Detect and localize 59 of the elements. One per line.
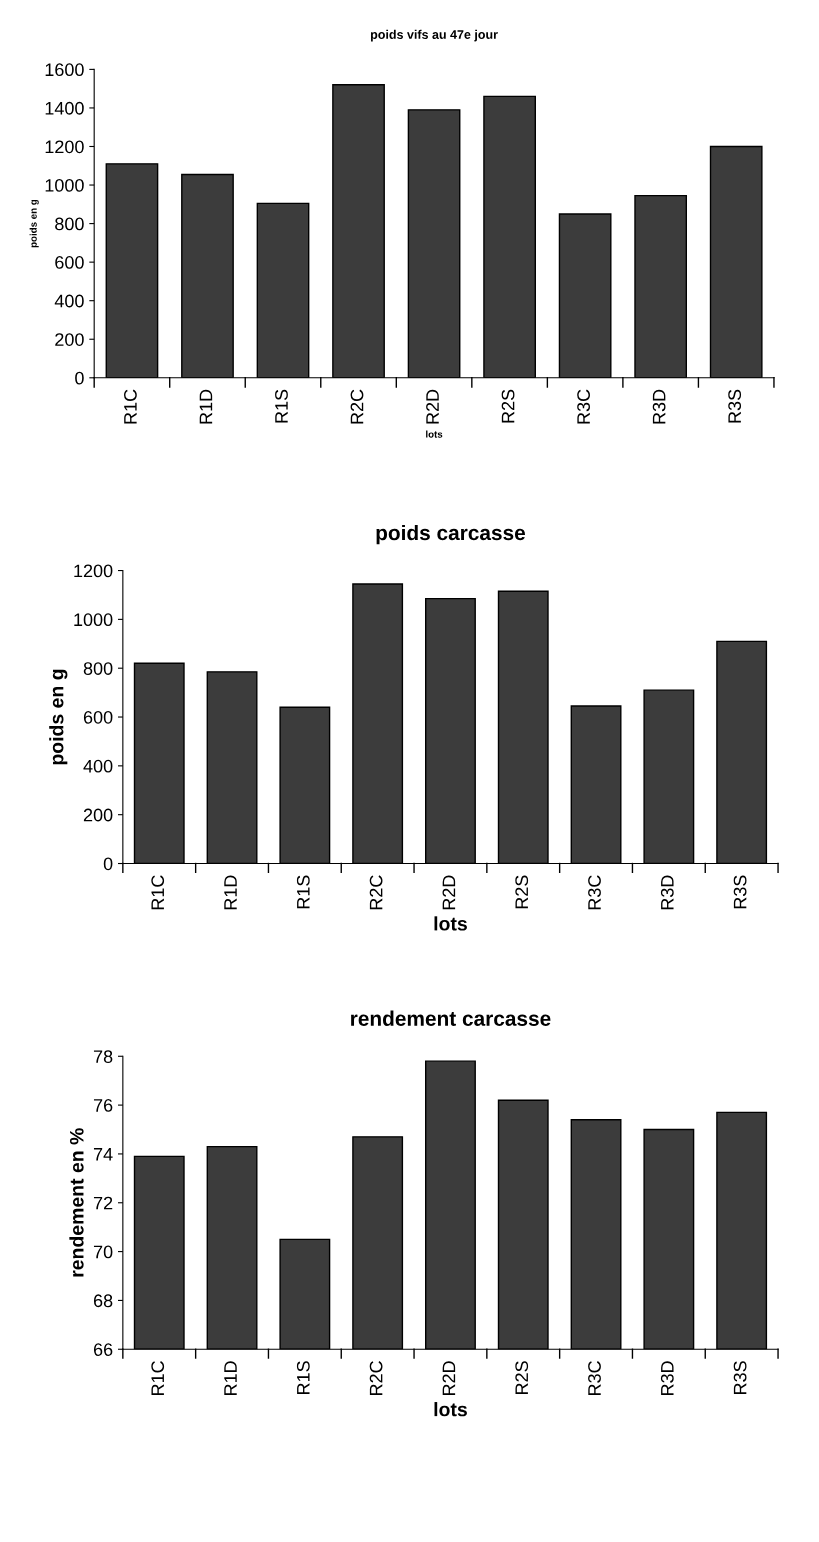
y-tick-label: 68 <box>93 1294 113 1308</box>
chart-title: poids vifs au 47e jour <box>370 29 498 42</box>
y-tick-label: 400 <box>83 759 113 773</box>
y-tick-label: 1000 <box>45 178 84 192</box>
chart-title: rendement carcasse <box>351 1010 551 1026</box>
chart-title: poids carcasse <box>376 524 526 545</box>
y-tick-label: 0 <box>75 371 84 385</box>
x-tick-label: R2C <box>369 1361 383 1395</box>
x-axis-title: lots <box>434 1402 467 1417</box>
y-tick-label: 1400 <box>45 101 84 115</box>
x-tick-label: R3S <box>733 875 747 909</box>
y-axis-title: rendement en % <box>69 1128 84 1277</box>
y-axis-title: poids en g <box>49 669 68 765</box>
x-tick-label: R1C <box>151 875 165 910</box>
y-tick-label: 72 <box>93 1196 113 1210</box>
x-axis-title: lots <box>434 916 467 931</box>
y-axis-title: poids en g <box>29 199 39 248</box>
y-tick-label: 1200 <box>74 564 113 578</box>
x-tick-label: R1C <box>151 1361 165 1395</box>
y-tick-label: 1000 <box>74 613 113 627</box>
y-tick-label: 78 <box>93 1050 113 1063</box>
x-tick-label: R2S <box>501 389 515 423</box>
x-tick-label: R2S <box>515 875 529 909</box>
x-tick-label: R2S <box>515 1361 529 1394</box>
x-tick-label: R3C <box>588 1361 601 1395</box>
x-tick-label: R1D <box>199 389 213 424</box>
y-tick-label: 200 <box>83 808 113 822</box>
x-tick-label: R3S <box>728 389 742 423</box>
x-tick-label: R1S <box>296 875 310 909</box>
x-tick-label: R3S <box>733 1361 747 1394</box>
y-tick-label: 0 <box>103 857 113 871</box>
y-tick-label: 600 <box>55 256 84 269</box>
y-tick-label: 400 <box>54 294 84 308</box>
x-tick-label: R2C <box>369 875 383 910</box>
y-tick-label: 800 <box>83 662 113 675</box>
x-tick-label: R2D <box>442 1361 456 1395</box>
y-tick-label: 76 <box>93 1099 113 1112</box>
x-tick-label: R1C <box>124 389 137 424</box>
x-tick-label: R1D <box>224 1361 237 1395</box>
y-tick-label: 800 <box>55 217 84 231</box>
y-tick-label: 1200 <box>45 140 84 154</box>
x-tick-label: R3D <box>652 389 666 424</box>
x-axis-title: lots <box>426 430 443 438</box>
x-tick-label: R3C <box>577 389 590 424</box>
x-tick-label: R3C <box>588 875 601 910</box>
x-tick-label: R2D <box>442 875 456 910</box>
x-tick-label: R2C <box>350 389 364 424</box>
y-tick-label: 70 <box>93 1245 113 1259</box>
y-tick-label: 1600 <box>45 63 84 77</box>
x-tick-label: R1S <box>296 1361 310 1394</box>
x-tick-label: R1D <box>224 875 237 910</box>
x-tick-label: R3D <box>660 875 674 910</box>
y-tick-label: 74 <box>93 1148 113 1161</box>
y-tick-label: 66 <box>93 1343 113 1356</box>
y-tick-label: 200 <box>55 333 84 346</box>
y-tick-label: 600 <box>83 710 113 724</box>
x-tick-label: R1S <box>275 389 288 423</box>
x-tick-label: R3D <box>660 1361 674 1395</box>
x-tick-label: R2D <box>426 389 439 424</box>
